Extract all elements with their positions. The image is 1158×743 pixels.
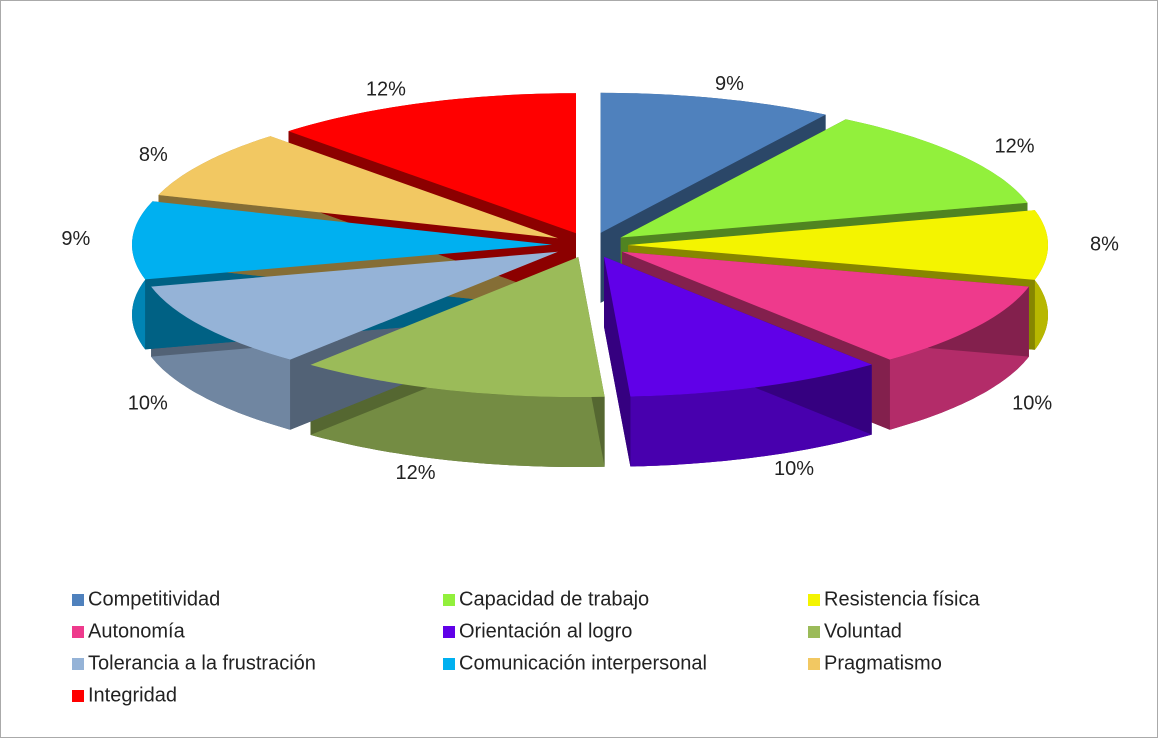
legend-label: Tolerancia a la frustración: [88, 652, 316, 674]
legend-label: Pragmatismo: [824, 652, 942, 674]
legend-swatch: [443, 626, 455, 638]
slice: [600, 92, 826, 233]
legend-label: Integridad: [88, 684, 177, 706]
data-label: 12%: [395, 462, 435, 484]
legend-swatch: [72, 594, 84, 606]
data-label: 12%: [995, 135, 1035, 157]
data-label: 9%: [715, 73, 744, 95]
slice: [622, 251, 1029, 360]
legend-swatch: [72, 690, 84, 702]
slice: [603, 256, 872, 397]
legend-swatch: [808, 626, 820, 638]
data-label: 8%: [1090, 233, 1119, 255]
data-label: 10%: [1012, 393, 1052, 415]
legend-swatch: [808, 658, 820, 670]
legend-label: Voluntad: [824, 620, 902, 642]
legend-swatch: [443, 594, 455, 606]
slice: [288, 93, 577, 234]
slice-tops: [132, 92, 1048, 398]
data-label: 9%: [61, 228, 90, 250]
legend-swatch: [72, 626, 84, 638]
slice: [151, 251, 558, 360]
slice: [620, 119, 1028, 238]
legend-label: Comunicación interpersonal: [459, 652, 707, 674]
slice: [132, 201, 553, 280]
slice: [628, 210, 1048, 280]
legend-label: Orientación al logro: [459, 620, 632, 642]
legend-label: Competitividad: [88, 588, 220, 610]
data-label: 8%: [139, 144, 168, 166]
slice: [310, 257, 605, 398]
data-label: 10%: [774, 458, 814, 480]
slice-side: [604, 256, 631, 467]
data-label: 10%: [128, 393, 168, 415]
slice: [158, 136, 558, 239]
legend-label: Capacidad de trabajo: [459, 588, 649, 610]
data-label: 12%: [366, 78, 406, 100]
legend-label: Autonomía: [88, 620, 186, 642]
legend-swatch: [808, 594, 820, 606]
legend-label: Resistencia física: [824, 588, 980, 610]
legend-swatch: [72, 658, 84, 670]
legend-swatch: [443, 658, 455, 670]
